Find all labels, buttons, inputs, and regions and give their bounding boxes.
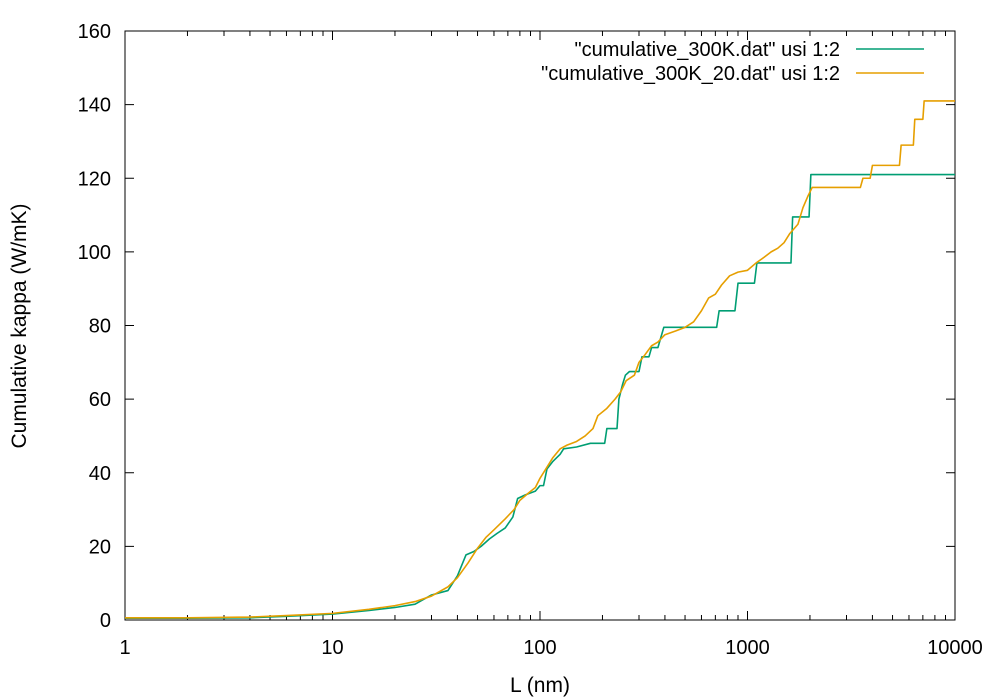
x-tick-label: 10 [321,637,343,659]
legend-label-2: "cumulative_300K_20.dat" usi 1:2 [541,63,840,85]
legend-label-1: "cumulative_300K.dat" usi 1:2 [575,39,840,61]
x-tick-label: 100 [523,637,556,659]
y-tick-label: 40 [89,463,111,485]
y-tick-label: 80 [89,316,111,338]
y-tick-label: 60 [89,389,111,411]
y-tick-label: 120 [78,168,111,190]
series-line-1 [125,173,955,619]
y-tick-label: 160 [78,21,111,43]
series-line-2 [125,100,955,619]
y-axis-title: Cumulative kappa (W/mK) [8,203,31,448]
x-tick-label: 10000 [927,637,983,659]
legend: "cumulative_300K.dat" usi 1:2"cumulative… [541,39,924,85]
x-tick-label: 1 [119,637,130,659]
plot-area-frame [124,30,956,621]
y-tick-label: 100 [78,242,111,264]
y-tick-label: 140 [78,95,111,117]
x-tick-label: 1000 [725,637,770,659]
y-tick-label: 0 [100,610,111,632]
tick-labels: 0 20 40 60 80 100 120 140 160 1 10 100 1000 10000 [78,21,983,659]
tick-marks [124,30,956,621]
y-tick-label: 20 [89,536,111,558]
series-lines [125,100,955,619]
x-axis-title: L (nm) [510,674,570,697]
